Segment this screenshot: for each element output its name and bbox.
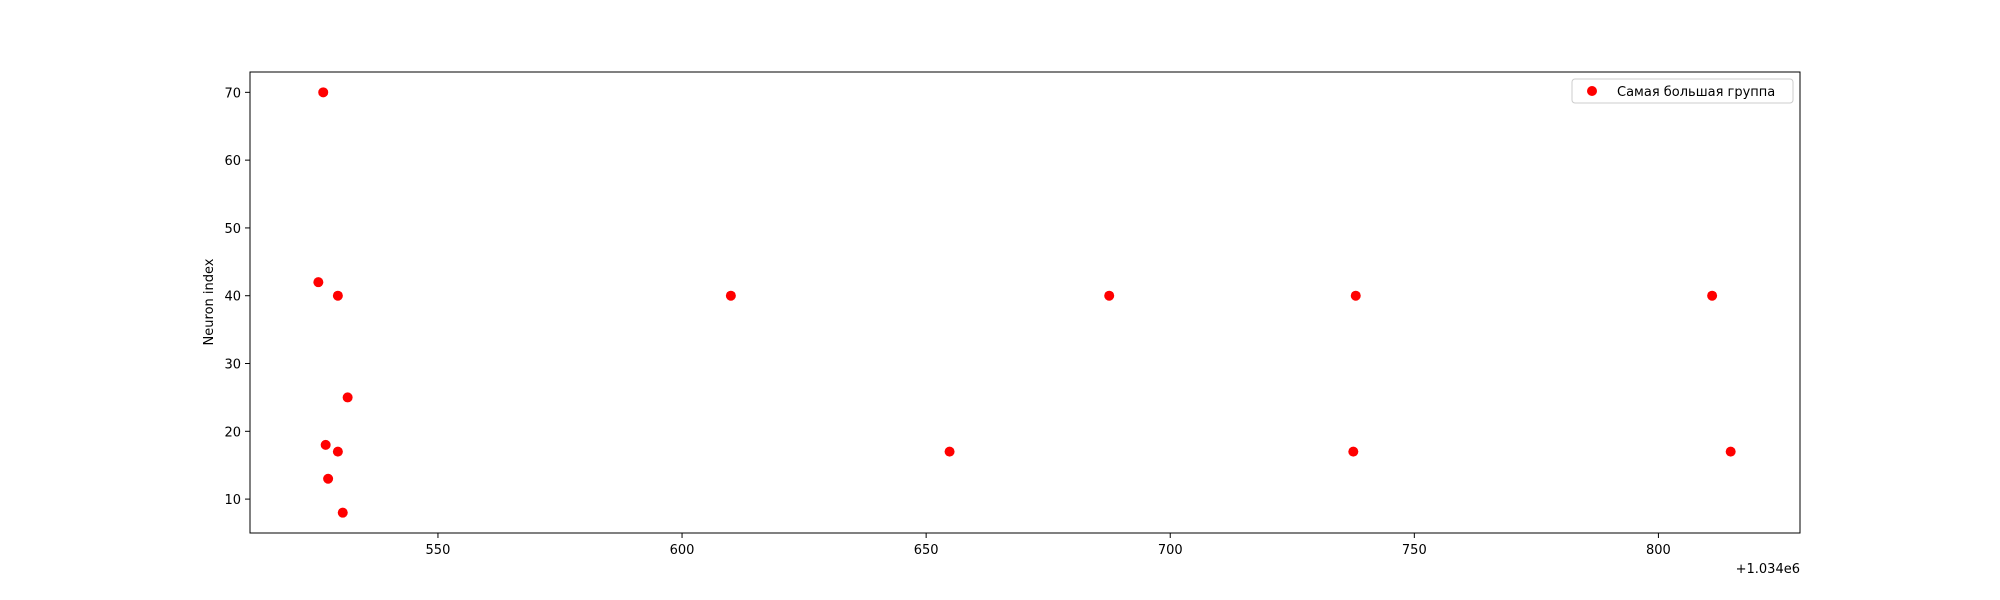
data-point bbox=[323, 473, 334, 484]
x-tick-label: 700 bbox=[1158, 543, 1183, 558]
x-tick-label: 600 bbox=[670, 543, 695, 558]
x-tick-label: 800 bbox=[1646, 543, 1671, 558]
data-point bbox=[320, 439, 331, 450]
data-point bbox=[1350, 290, 1361, 301]
x-tick-label: 650 bbox=[914, 543, 939, 558]
y-tick-label: 10 bbox=[224, 493, 241, 508]
data-point bbox=[318, 87, 329, 98]
y-tick-label: 30 bbox=[224, 358, 241, 373]
data-point bbox=[332, 446, 343, 457]
x-tick-label: 550 bbox=[426, 543, 451, 558]
y-tick-label: 50 bbox=[224, 222, 241, 237]
data-point bbox=[725, 290, 736, 301]
data-point bbox=[1707, 290, 1718, 301]
legend-label: Самая большая группа bbox=[1617, 85, 1775, 100]
y-tick-label: 40 bbox=[224, 290, 241, 305]
legend: Самая большая группа bbox=[1571, 78, 1794, 104]
data-point bbox=[337, 507, 348, 518]
data-point bbox=[944, 446, 955, 457]
y-axis-title: Neuron index bbox=[202, 258, 217, 345]
y-tick-label: 20 bbox=[224, 425, 241, 440]
data-point bbox=[1348, 446, 1359, 457]
x-tick-label: 750 bbox=[1402, 543, 1427, 558]
data-point bbox=[313, 277, 324, 288]
legend-marker bbox=[1587, 86, 1597, 96]
y-tick-label: 60 bbox=[224, 154, 241, 169]
x-axis-offset-label: +1.034e6 bbox=[1736, 562, 1800, 577]
data-point bbox=[332, 290, 343, 301]
data-point bbox=[342, 392, 353, 403]
x-axis: 550 600 650 700 750 800 bbox=[426, 533, 1671, 558]
data-points bbox=[313, 87, 1736, 518]
data-point bbox=[1104, 290, 1115, 301]
y-tick-label: 70 bbox=[224, 86, 241, 101]
plot-frame bbox=[249, 71, 1801, 534]
legend-box bbox=[1571, 78, 1794, 104]
data-point bbox=[1725, 446, 1736, 457]
y-axis: 10 20 30 40 50 60 70 bbox=[224, 86, 250, 508]
